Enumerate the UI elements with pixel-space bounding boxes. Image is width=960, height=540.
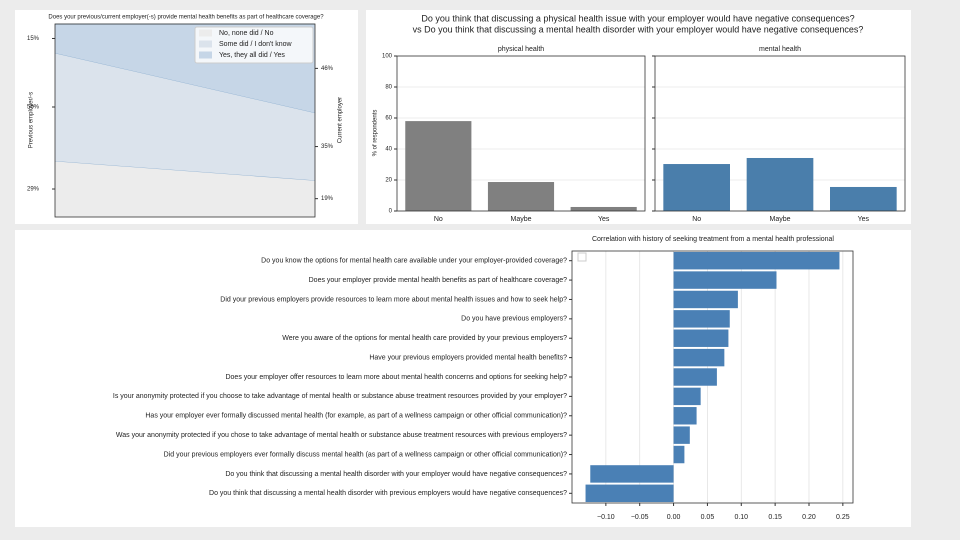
bar <box>673 348 725 367</box>
bar <box>487 182 555 211</box>
y-tick-label: Do you think that discussing a mental he… <box>209 490 567 497</box>
y-tick-label: 20 <box>385 178 392 184</box>
x-tick-label: 0.20 <box>802 514 816 521</box>
legend-label: No, none did / No <box>219 30 274 37</box>
value-label: 15% <box>27 36 40 42</box>
y-tick-label: Do you know the options for mental healt… <box>261 258 567 265</box>
value-label: 19% <box>321 196 334 202</box>
x-tick-label: Yes <box>598 216 610 223</box>
y-axis-label: Previous employer/-s <box>29 92 35 148</box>
y-tick-label: Is your anonymity protected if you choos… <box>113 393 567 400</box>
bar <box>673 445 685 464</box>
y-tick-label: Did your previous employers ever formall… <box>164 451 567 458</box>
legend-swatch <box>199 40 212 48</box>
plot-frame <box>571 250 854 504</box>
y-tick-label: Does your employer provide mental health… <box>309 277 567 284</box>
x-tick-label: Maybe <box>769 216 790 223</box>
x-tick-label: No <box>434 216 443 223</box>
x-tick-label: 0.15 <box>768 514 782 521</box>
bar <box>673 310 730 328</box>
bar <box>570 206 637 211</box>
bar <box>405 121 472 211</box>
bar <box>673 387 701 406</box>
x-tick-label: No <box>692 216 701 223</box>
bar <box>590 465 674 483</box>
chart-title: vs Do you think that discussing a mental… <box>413 24 864 34</box>
bar <box>673 407 697 425</box>
y-tick-label: Did your previous employers provide reso… <box>220 296 567 303</box>
bar <box>830 186 897 211</box>
y2-axis-label: Current employer <box>338 97 344 143</box>
x-tick-label: −0.05 <box>631 514 649 521</box>
value-label: 56% <box>27 105 40 111</box>
panel-title: mental health <box>759 46 801 53</box>
legend-swatch <box>199 29 212 37</box>
y-tick-label: 0 <box>389 209 393 215</box>
bar <box>673 368 717 386</box>
y-tick-label: Have your previous employers provided me… <box>369 354 567 361</box>
empty-legend <box>577 252 587 262</box>
x-tick-label: 0.05 <box>701 514 715 521</box>
value-label: 29% <box>27 187 40 193</box>
bar <box>673 290 738 309</box>
y-tick-label: Were you aware of the options for mental… <box>282 335 567 342</box>
y-tick-label: Does your employer offer resources to le… <box>225 374 567 381</box>
value-label: 35% <box>321 144 334 150</box>
legend-swatch <box>199 51 212 59</box>
bar <box>585 484 674 503</box>
plot-frame <box>396 55 646 212</box>
bar <box>673 251 840 270</box>
value-label: 46% <box>321 66 334 72</box>
y-tick-label: Has your employer ever formally discusse… <box>145 413 567 420</box>
bar <box>663 164 730 211</box>
x-tick-label: 0.00 <box>667 514 681 521</box>
bar <box>673 426 690 444</box>
y-tick-label: 100 <box>382 54 393 60</box>
x-tick-label: Maybe <box>510 216 531 223</box>
area-band <box>55 52 315 181</box>
y-tick-label: 60 <box>385 116 392 122</box>
y-axis-label: % of respondents <box>373 110 379 157</box>
y-tick-label: Was your anonymity protected if you chos… <box>116 432 567 439</box>
y-tick-label: Do you think that discussing a mental he… <box>225 471 567 478</box>
x-tick-label: Yes <box>858 216 870 223</box>
x-tick-label: 0.10 <box>734 514 748 521</box>
chart-title: Does your previous/current employer(-s) … <box>48 15 324 21</box>
chart-title: Do you think that discussing a physical … <box>421 13 854 23</box>
x-tick-label: −0.10 <box>597 514 615 521</box>
y-tick-label: Do you have previous employers? <box>461 316 567 323</box>
bar <box>673 329 729 347</box>
y-tick-label: 80 <box>385 85 392 91</box>
bar <box>673 271 777 289</box>
y-tick-label: 40 <box>385 147 392 153</box>
bar <box>746 157 814 211</box>
chart-title: Correlation with history of seeking trea… <box>592 236 834 243</box>
legend <box>194 26 314 64</box>
legend-label: Yes, they all did / Yes <box>219 52 285 59</box>
plot-frame <box>54 23 316 218</box>
area-band <box>55 161 315 217</box>
x-tick-label: 0.25 <box>836 514 850 521</box>
panel-title: physical health <box>498 46 544 53</box>
legend-label: Some did / I don't know <box>219 41 292 48</box>
plot-frame <box>654 55 906 212</box>
